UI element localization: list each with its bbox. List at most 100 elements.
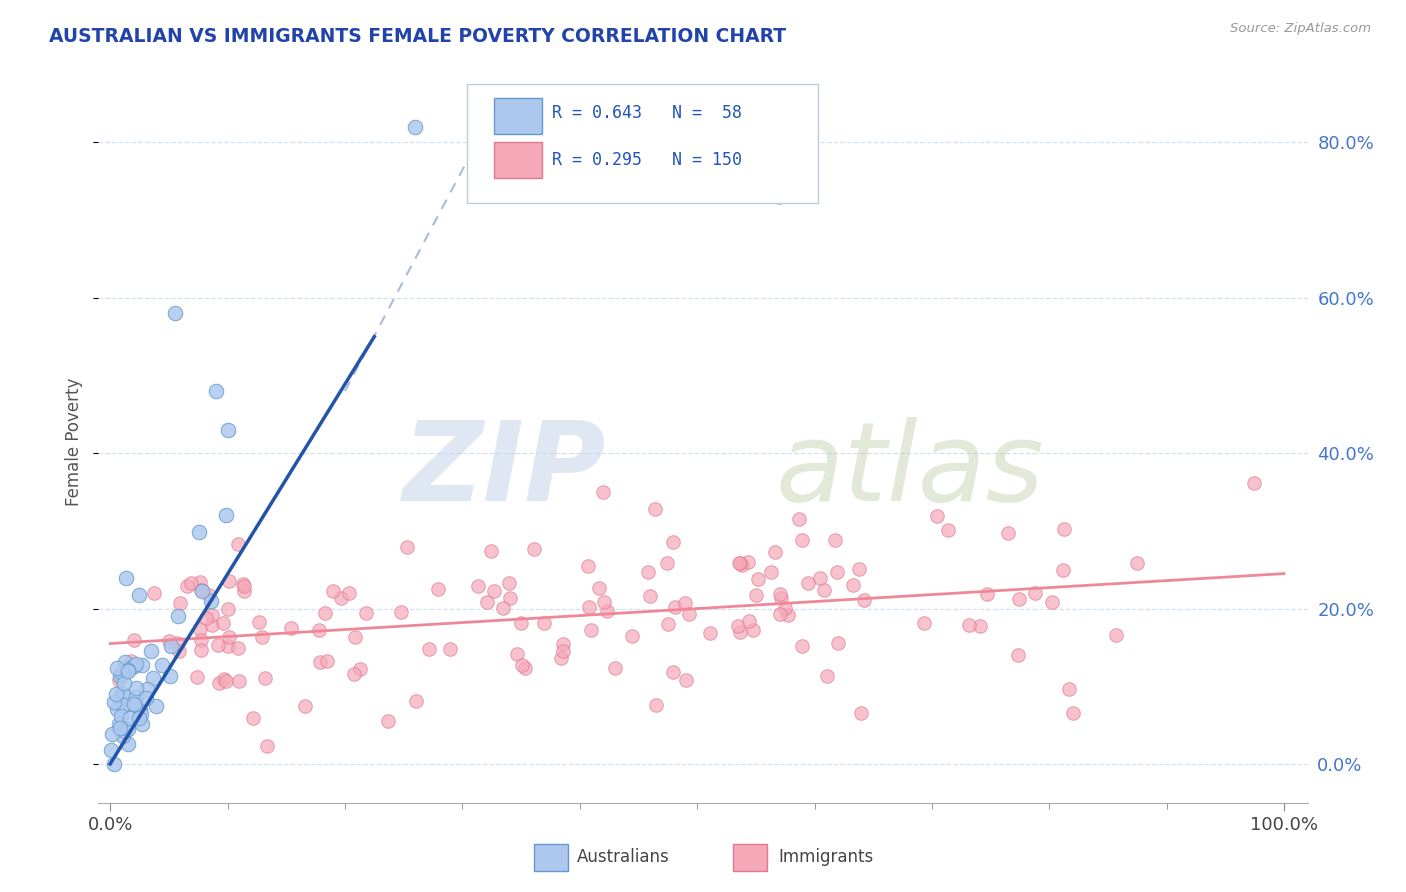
Point bbox=[737, 614, 759, 628]
Point bbox=[588, 582, 610, 596]
Point bbox=[343, 666, 366, 681]
Point bbox=[131, 658, 153, 673]
Point bbox=[1040, 595, 1063, 609]
Point bbox=[200, 593, 222, 607]
Point bbox=[190, 642, 212, 657]
Point bbox=[522, 541, 544, 556]
FancyBboxPatch shape bbox=[467, 84, 818, 203]
Point bbox=[778, 607, 800, 622]
Point bbox=[593, 595, 616, 609]
Point bbox=[813, 582, 835, 597]
Point bbox=[212, 616, 235, 631]
Text: ZIP: ZIP bbox=[402, 417, 606, 524]
FancyBboxPatch shape bbox=[734, 844, 768, 871]
Point bbox=[644, 502, 666, 516]
Point bbox=[578, 599, 600, 614]
Point bbox=[308, 656, 330, 670]
Point bbox=[727, 618, 749, 632]
Point bbox=[510, 657, 533, 672]
Point bbox=[728, 556, 751, 570]
Point bbox=[848, 562, 870, 576]
Point bbox=[122, 697, 145, 711]
Point bbox=[294, 698, 316, 713]
Point bbox=[1008, 591, 1031, 606]
Point bbox=[576, 558, 599, 573]
Point bbox=[250, 630, 273, 644]
Point bbox=[204, 384, 226, 398]
Point bbox=[498, 576, 520, 591]
Point bbox=[254, 671, 277, 685]
Point bbox=[167, 644, 190, 658]
Point bbox=[122, 632, 145, 647]
Point bbox=[125, 690, 148, 704]
Point bbox=[699, 626, 721, 640]
Point bbox=[1243, 475, 1265, 490]
Point bbox=[354, 606, 377, 620]
Point bbox=[925, 509, 948, 524]
Text: R = 0.295   N = 150: R = 0.295 N = 150 bbox=[551, 151, 742, 169]
Point bbox=[581, 624, 603, 638]
Point bbox=[131, 717, 153, 731]
Point bbox=[124, 659, 146, 673]
Point bbox=[114, 655, 136, 669]
Point bbox=[100, 743, 122, 757]
Point bbox=[139, 644, 162, 658]
Point bbox=[129, 702, 152, 716]
Point bbox=[128, 588, 150, 602]
Point bbox=[550, 651, 572, 665]
Point bbox=[596, 604, 619, 618]
Point bbox=[215, 673, 238, 688]
Point bbox=[742, 623, 765, 637]
Point bbox=[117, 664, 139, 678]
Point bbox=[768, 190, 790, 204]
Point bbox=[1105, 628, 1128, 642]
Point bbox=[117, 737, 139, 751]
Point bbox=[226, 537, 249, 551]
Point bbox=[851, 706, 873, 721]
Point bbox=[186, 670, 208, 684]
Point bbox=[513, 661, 536, 675]
Point bbox=[769, 587, 792, 601]
Point bbox=[592, 485, 614, 500]
FancyBboxPatch shape bbox=[494, 142, 543, 178]
Text: AUSTRALIAN VS IMMIGRANTS FEMALE POVERTY CORRELATION CHART: AUSTRALIAN VS IMMIGRANTS FEMALE POVERTY … bbox=[49, 27, 786, 45]
Text: R = 0.643   N =  58: R = 0.643 N = 58 bbox=[551, 103, 742, 122]
Point bbox=[997, 525, 1019, 540]
Y-axis label: Female Poverty: Female Poverty bbox=[65, 377, 83, 506]
Point bbox=[731, 558, 754, 573]
Point bbox=[120, 696, 142, 710]
FancyBboxPatch shape bbox=[494, 98, 543, 135]
Point bbox=[105, 687, 128, 701]
Point bbox=[479, 544, 502, 558]
Point bbox=[197, 588, 219, 602]
Point bbox=[824, 533, 846, 548]
Point bbox=[105, 661, 128, 675]
Point bbox=[256, 739, 278, 754]
Point bbox=[678, 607, 700, 621]
Point bbox=[482, 584, 505, 599]
Point bbox=[129, 707, 152, 722]
Point bbox=[308, 623, 330, 637]
Point bbox=[775, 600, 797, 615]
Point bbox=[226, 641, 249, 656]
Point bbox=[111, 698, 134, 712]
Point bbox=[976, 587, 998, 601]
Text: Immigrants: Immigrants bbox=[778, 848, 873, 866]
Point bbox=[176, 579, 198, 593]
Point bbox=[111, 665, 134, 680]
Point bbox=[121, 660, 143, 674]
Point bbox=[233, 584, 256, 599]
Point bbox=[769, 607, 792, 622]
Point bbox=[190, 583, 212, 598]
Point bbox=[117, 723, 139, 737]
Point bbox=[233, 579, 256, 593]
Point bbox=[790, 639, 813, 653]
Text: Australians: Australians bbox=[578, 848, 671, 866]
Point bbox=[187, 524, 209, 539]
Point bbox=[737, 555, 759, 569]
Point bbox=[657, 557, 679, 571]
Point bbox=[389, 606, 412, 620]
FancyBboxPatch shape bbox=[534, 844, 568, 871]
Point bbox=[194, 611, 217, 625]
Point bbox=[112, 729, 135, 743]
